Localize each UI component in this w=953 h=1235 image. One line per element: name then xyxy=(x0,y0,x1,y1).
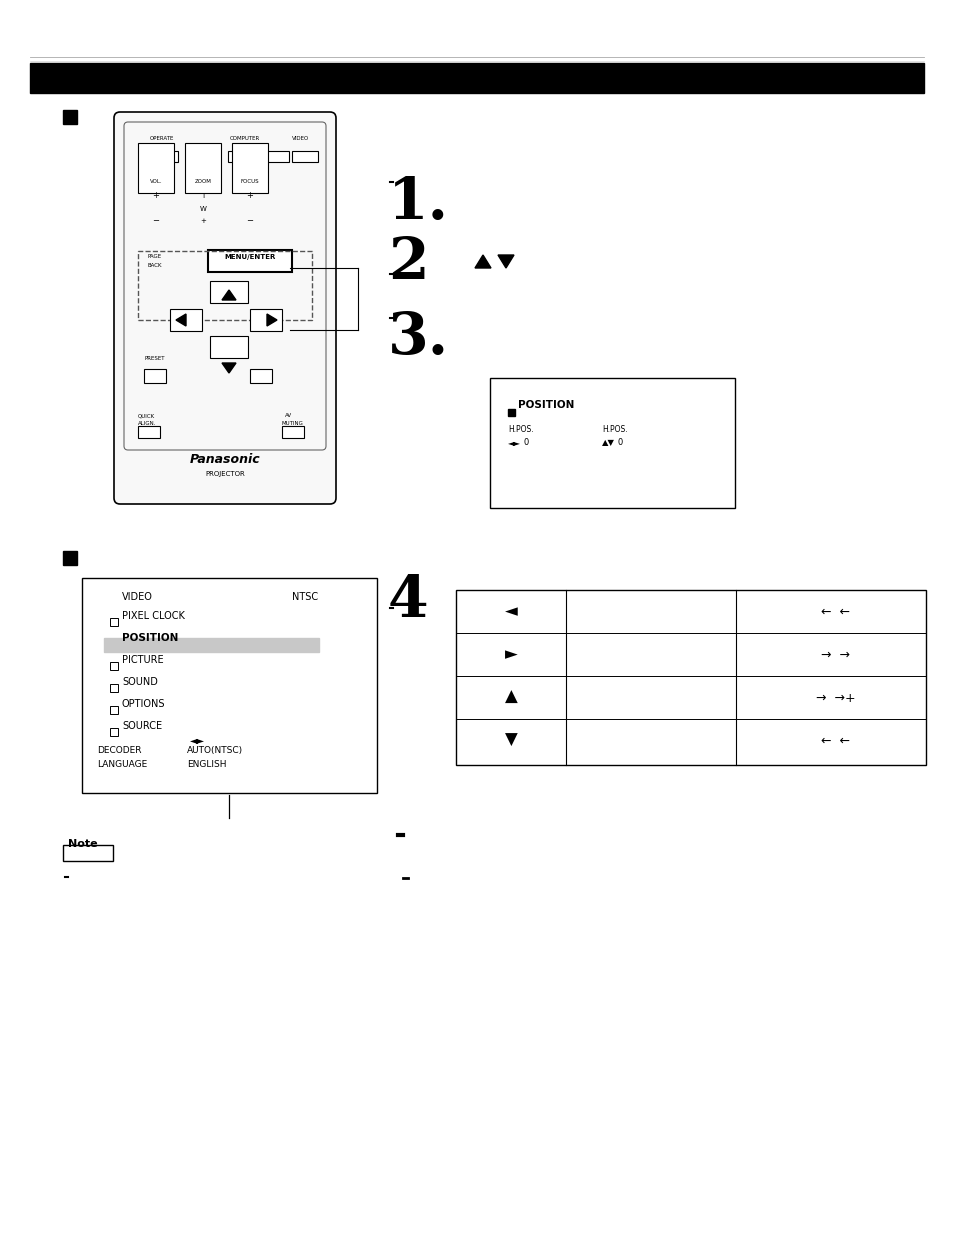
Text: ALIGN.: ALIGN. xyxy=(138,421,156,426)
Bar xyxy=(210,282,248,303)
Bar xyxy=(138,143,173,193)
Bar xyxy=(148,151,178,162)
Bar xyxy=(110,706,118,714)
Text: ENGLISH: ENGLISH xyxy=(187,760,226,769)
Bar xyxy=(63,845,112,861)
Text: VIDEO: VIDEO xyxy=(122,592,152,601)
Text: PAGE: PAGE xyxy=(148,254,162,259)
Text: DECODER: DECODER xyxy=(97,746,141,755)
Text: MUTING: MUTING xyxy=(282,421,304,426)
Text: OPTIONS: OPTIONS xyxy=(122,699,165,709)
Text: ZOOM: ZOOM xyxy=(194,179,212,184)
Text: ◄►: ◄► xyxy=(190,735,204,745)
Text: 1.: 1. xyxy=(388,175,449,231)
Bar xyxy=(210,336,248,358)
Text: −: − xyxy=(246,216,253,225)
Text: PRESET: PRESET xyxy=(145,356,165,361)
Bar xyxy=(63,110,77,124)
Bar xyxy=(185,143,221,193)
Text: 4: 4 xyxy=(388,573,428,629)
Text: +: + xyxy=(200,219,206,224)
Text: SOURCE: SOURCE xyxy=(122,721,162,731)
Bar xyxy=(263,151,289,162)
Text: ◄►: ◄► xyxy=(507,438,520,447)
Text: QUICK: QUICK xyxy=(138,412,155,417)
Bar xyxy=(170,309,202,331)
Text: COMPUTER: COMPUTER xyxy=(230,136,260,141)
Text: H.POS.: H.POS. xyxy=(601,425,627,433)
Polygon shape xyxy=(222,363,235,373)
Text: ►: ► xyxy=(504,645,517,663)
Bar xyxy=(232,143,268,193)
Text: OPERATE: OPERATE xyxy=(150,136,174,141)
Text: 0: 0 xyxy=(523,438,529,447)
Text: →  →: → → xyxy=(821,650,850,662)
Bar xyxy=(63,551,77,564)
Text: POSITION: POSITION xyxy=(517,400,574,410)
Bar xyxy=(138,426,160,438)
Polygon shape xyxy=(475,254,491,268)
Text: ▲: ▲ xyxy=(504,688,517,706)
Text: PIXEL CLOCK: PIXEL CLOCK xyxy=(122,611,185,621)
Text: BACK: BACK xyxy=(148,263,162,268)
Text: 2: 2 xyxy=(388,235,428,291)
FancyBboxPatch shape xyxy=(124,122,326,450)
Text: W: W xyxy=(199,206,206,212)
Text: →  →+: → →+ xyxy=(816,692,855,705)
Bar xyxy=(30,63,923,93)
Text: VOL.: VOL. xyxy=(150,179,162,184)
Polygon shape xyxy=(222,290,235,300)
Text: FOCUS: FOCUS xyxy=(240,179,259,184)
Bar xyxy=(250,369,272,383)
Polygon shape xyxy=(267,314,276,326)
Bar xyxy=(456,590,925,764)
Text: SOUND: SOUND xyxy=(122,677,157,687)
Polygon shape xyxy=(497,254,514,268)
Text: H.POS.: H.POS. xyxy=(507,425,533,433)
Text: ←  ←: ← ← xyxy=(821,606,850,619)
Bar xyxy=(144,369,166,383)
Bar xyxy=(228,151,253,162)
Bar xyxy=(104,638,318,652)
Text: ◄: ◄ xyxy=(504,601,517,620)
Text: VIDEO: VIDEO xyxy=(292,136,309,141)
Text: AV: AV xyxy=(285,412,292,417)
Text: POSITION: POSITION xyxy=(122,634,178,643)
Polygon shape xyxy=(175,314,186,326)
Bar xyxy=(110,684,118,692)
Bar xyxy=(292,151,317,162)
Text: Note: Note xyxy=(68,839,97,848)
Bar xyxy=(282,426,304,438)
FancyBboxPatch shape xyxy=(208,249,292,272)
Text: +: + xyxy=(152,191,159,200)
Text: ▲▼: ▲▼ xyxy=(601,438,615,447)
Text: AUTO(NTSC): AUTO(NTSC) xyxy=(187,746,243,755)
Text: PROJECTOR: PROJECTOR xyxy=(205,471,245,477)
Text: MENU/ENTER: MENU/ENTER xyxy=(224,254,275,261)
Text: +: + xyxy=(246,191,253,200)
Text: PICTURE: PICTURE xyxy=(122,655,164,664)
Text: NTSC: NTSC xyxy=(292,592,317,601)
Bar xyxy=(110,618,118,626)
Text: ←  ←: ← ← xyxy=(821,735,850,748)
Bar xyxy=(250,309,282,331)
Bar xyxy=(110,662,118,671)
Text: 0: 0 xyxy=(618,438,622,447)
FancyBboxPatch shape xyxy=(113,112,335,504)
Text: 3.: 3. xyxy=(388,310,449,366)
Text: LANGUAGE: LANGUAGE xyxy=(97,760,147,769)
Text: ▼: ▼ xyxy=(504,731,517,748)
Bar xyxy=(507,409,515,416)
Bar xyxy=(490,378,734,508)
Bar xyxy=(110,727,118,736)
Bar xyxy=(110,640,118,648)
Bar xyxy=(82,578,376,793)
Text: T: T xyxy=(201,193,205,199)
Text: Panasonic: Panasonic xyxy=(190,453,260,466)
Text: −: − xyxy=(152,216,159,225)
